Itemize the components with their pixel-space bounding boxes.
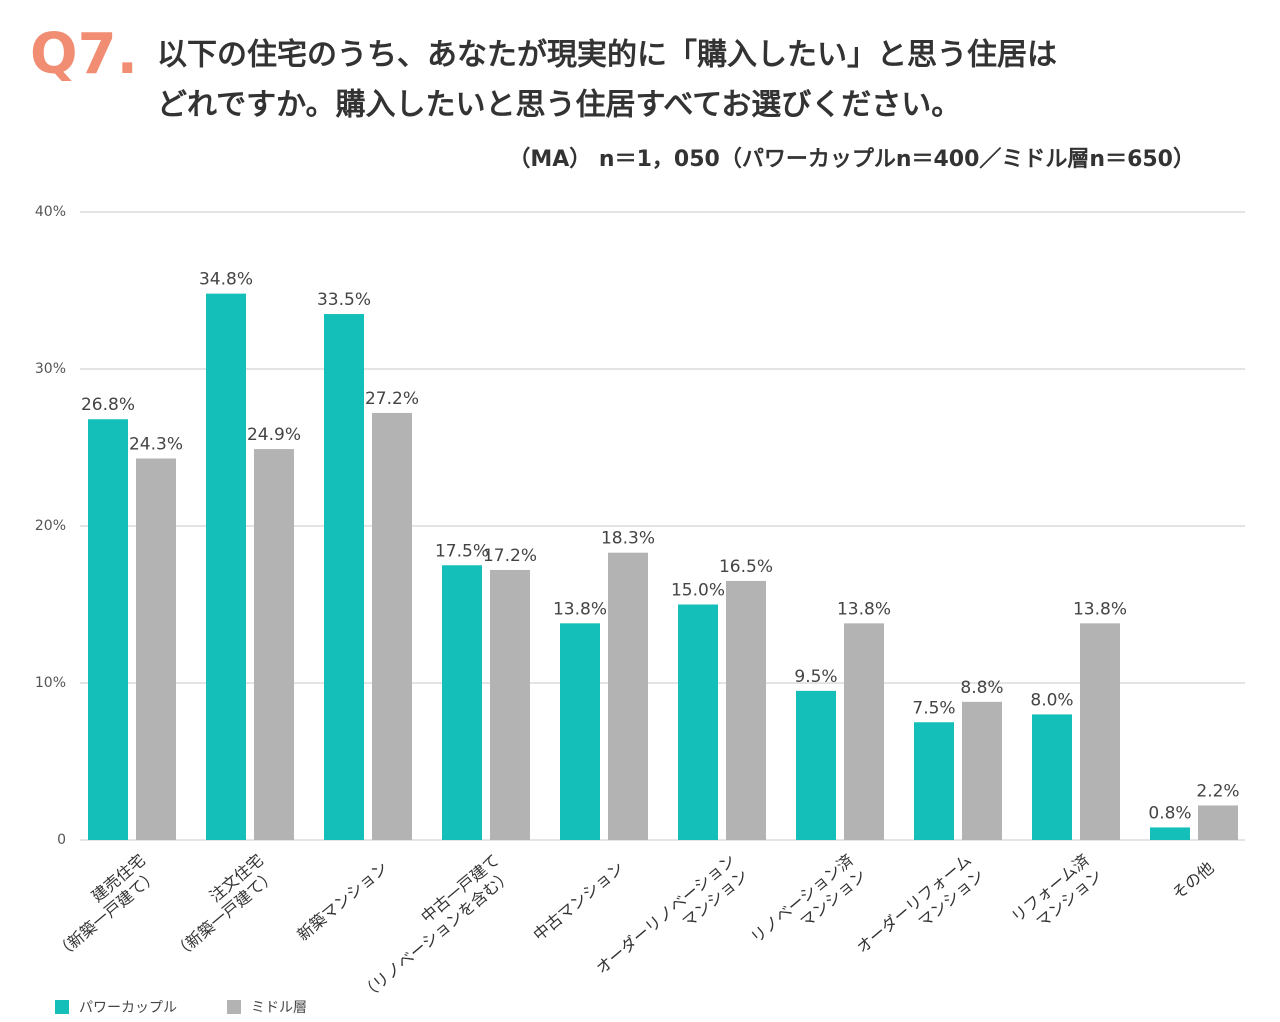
value-label: 27.2% [365,389,419,409]
value-label: 16.5% [719,557,773,577]
value-label: 13.8% [837,599,891,619]
legend-swatch [55,1000,69,1014]
bar [1032,714,1072,840]
value-label: 9.5% [794,667,837,687]
y-tick-label: 20% [35,518,66,534]
value-label: 8.0% [1030,690,1073,710]
value-label: 33.5% [317,290,371,310]
value-label: 8.8% [960,678,1003,698]
bar [490,569,530,840]
value-label: 26.8% [81,395,135,415]
question-number: Q7. [30,22,138,87]
value-label: 24.3% [129,434,183,454]
value-label: 13.8% [553,599,607,619]
legend-label: パワーカップル [79,1000,177,1016]
value-label: 0.8% [1148,803,1191,823]
bar [136,458,176,840]
bar [1198,805,1238,840]
value-label: 7.5% [912,698,955,718]
value-label: 15.0% [671,581,725,601]
value-label: 24.9% [247,425,301,445]
value-label: 34.8% [199,270,253,290]
legend-swatch [227,1000,241,1014]
bar [1080,623,1120,840]
bar [254,449,294,840]
value-label: 17.2% [483,546,537,566]
bar [608,552,648,840]
bar [88,419,128,840]
title-line: 以下の住宅のうち、あなたが現実的に「購入したい」と思う住居は [157,38,1057,73]
subtitle: （MA） n＝1，050（パワーカップルn＝400／ミドル層n＝650） [508,147,1195,172]
bar [372,412,412,840]
value-label: 18.3% [601,529,655,549]
bar [914,722,954,840]
value-label: 2.2% [1196,781,1239,801]
bar [962,701,1002,840]
value-label: 17.5% [435,541,489,561]
bar [678,604,718,840]
bar [796,690,836,840]
title-line: どれですか。購入したいと思う住居すべてお選びください。 [157,88,961,123]
bar [844,623,884,840]
bar [442,565,482,840]
legend-label: ミドル層 [251,1000,307,1016]
bar [206,293,246,840]
x-tick-label: （リノベーションを含む） [357,866,516,1004]
y-tick-label: 30% [35,361,66,377]
bar [1150,827,1190,840]
x-tick-label: その他 [1168,858,1217,903]
bar [324,314,364,840]
y-tick-label: 10% [35,675,66,691]
x-tick-label: 中古マンション [529,858,627,945]
bar [726,580,766,840]
y-tick-label: 40% [35,204,66,220]
x-tick-label: 新築マンション [293,858,391,945]
value-label: 13.8% [1073,599,1127,619]
bar [560,623,600,840]
y-tick-label: 0 [57,832,66,848]
